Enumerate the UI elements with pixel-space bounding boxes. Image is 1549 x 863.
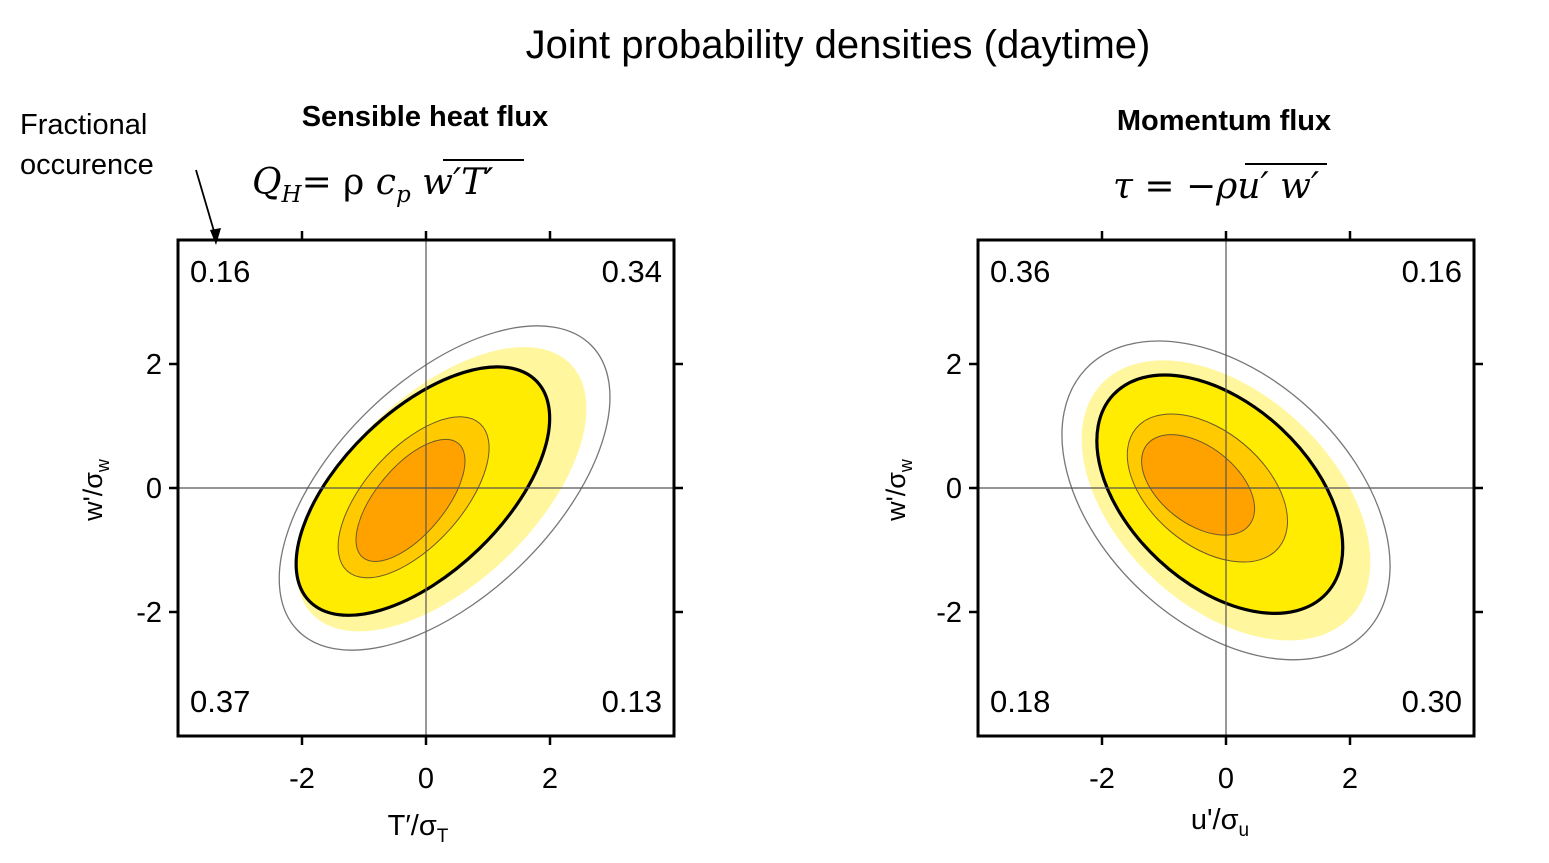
annotation-arrow-line: [195, 169, 217, 239]
x-axis-label: T′/σT: [388, 810, 449, 847]
quadrant-bottom-right: 0.13: [602, 684, 662, 719]
equation-text: QH= ρ cp w′T′: [252, 162, 493, 208]
quadrant-top-left: 0.16: [190, 254, 250, 289]
panel-title: Momentum flux: [1117, 105, 1331, 137]
panel-momentum-flux: Momentum flux τ = −ρu′ w′ -2 0 2 -2 0 2 0.36 0.…: [881, 105, 1483, 841]
equation: QH= ρ cp w′T′: [252, 159, 524, 208]
y-axis-label: w'/σw: [78, 458, 113, 522]
quadrant-bottom-left: 0.18: [990, 684, 1050, 719]
x-tick-label: 0: [418, 763, 434, 795]
y-tick-label: -2: [136, 597, 162, 629]
y-axis-label: w'/σw: [881, 458, 916, 522]
contour-level-5: [355, 438, 466, 562]
x-axis-label: u'/σu: [1191, 804, 1249, 841]
quadrant-bottom-right: 0.30: [1402, 684, 1462, 719]
annotation-arrow-head: [210, 228, 221, 245]
x-tick-label: 2: [542, 763, 558, 795]
y-tick-label: 2: [946, 349, 962, 381]
y-tick-label: 0: [146, 473, 162, 505]
x-tick-label: 2: [1342, 763, 1358, 795]
contour-plot: -2 0 2 -2 0 2 0.36 0.16 0.18 0.30: [936, 231, 1483, 795]
y-tick-label: -2: [936, 597, 962, 629]
x-tick-label: -2: [289, 763, 315, 795]
annotation-line1: Fractional: [20, 109, 147, 141]
y-tick-label: 0: [946, 473, 962, 505]
x-tick-label: 0: [1218, 763, 1234, 795]
contour-plot: -2 0 2 -2 0 2 0.16 0.34 0.37 0.13: [136, 231, 683, 795]
annotation-line2: occurence: [20, 149, 154, 181]
y-tick-label: 2: [146, 349, 162, 381]
panel-sensible-heat-flux: Sensible heat flux QH= ρ cp w′T′ -2 0 2 -2 0…: [78, 101, 683, 847]
quadrant-top-right: 0.16: [1402, 254, 1462, 289]
equation-text: τ = −ρu′ w′: [1113, 166, 1319, 207]
fractional-annotation: Fractional occurence: [20, 109, 221, 245]
x-tick-label: -2: [1089, 763, 1115, 795]
quadrant-top-left: 0.36: [990, 254, 1050, 289]
equation: τ = −ρu′ w′: [1113, 163, 1327, 207]
quadrant-bottom-left: 0.37: [190, 684, 250, 719]
quadrant-top-right: 0.34: [602, 254, 662, 289]
panel-title: Sensible heat flux: [302, 101, 549, 133]
figure-title: Joint probability densities (daytime): [526, 23, 1151, 67]
